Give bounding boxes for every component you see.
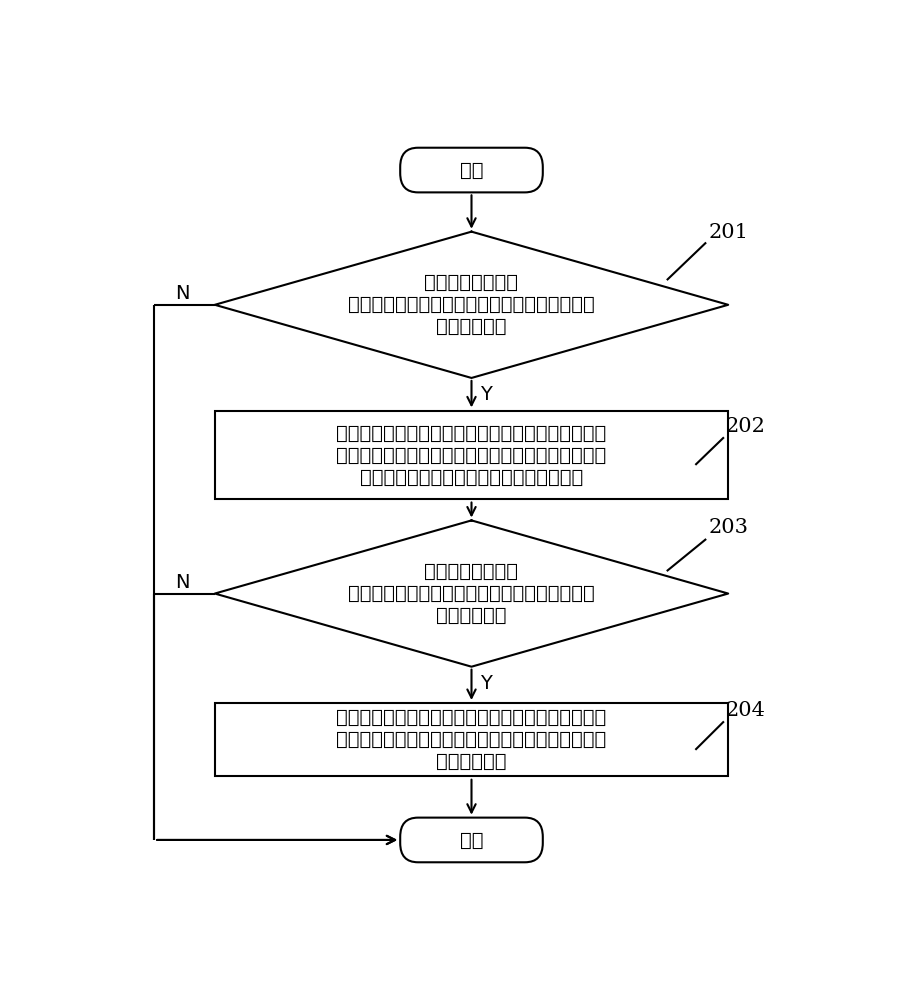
- Text: 开始: 开始: [460, 161, 482, 180]
- Bar: [215, 703, 728, 776]
- Polygon shape: [215, 520, 728, 667]
- Text: 结束: 结束: [460, 830, 482, 849]
- Text: 智能药箱根据采集
到的某一用户的生理参数判断该某一用户的身体
是否存在异常: 智能药箱根据采集 到的某一用户的生理参数判断该某一用户的身体 是否存在异常: [347, 273, 595, 336]
- Bar: [215, 411, 728, 499]
- Text: 智能药箱采集某一用户的影像数据，并将该影像数据
输入预先建立的状态分析模型中进行分析，得到该状
态分析模型输出的某一用户的状态分析结果: 智能药箱采集某一用户的影像数据，并将该影像数据 输入预先建立的状态分析模型中进行…: [336, 423, 606, 486]
- Text: Y: Y: [480, 674, 491, 693]
- Text: 智能药箱向预先与智能药箱建立无线连接的多个第一
智能设备均发送关闭指令，以触发每个第一智能设备
执行关闭操作: 智能药箱向预先与智能药箱建立无线连接的多个第一 智能设备均发送关闭指令，以触发每…: [336, 708, 606, 771]
- Text: 202: 202: [725, 417, 766, 436]
- Text: N: N: [176, 284, 190, 303]
- FancyBboxPatch shape: [400, 148, 542, 192]
- Polygon shape: [215, 232, 728, 378]
- Text: Y: Y: [480, 385, 491, 404]
- FancyBboxPatch shape: [400, 818, 542, 862]
- Text: 204: 204: [725, 701, 766, 720]
- Text: N: N: [176, 572, 190, 591]
- Text: 智能药箱判断状态
分析结果是否用于表示某一用户的当前状态处于
预设异常状态: 智能药箱判断状态 分析结果是否用于表示某一用户的当前状态处于 预设异常状态: [347, 562, 595, 625]
- Text: 203: 203: [708, 518, 747, 537]
- Text: 201: 201: [708, 223, 747, 242]
